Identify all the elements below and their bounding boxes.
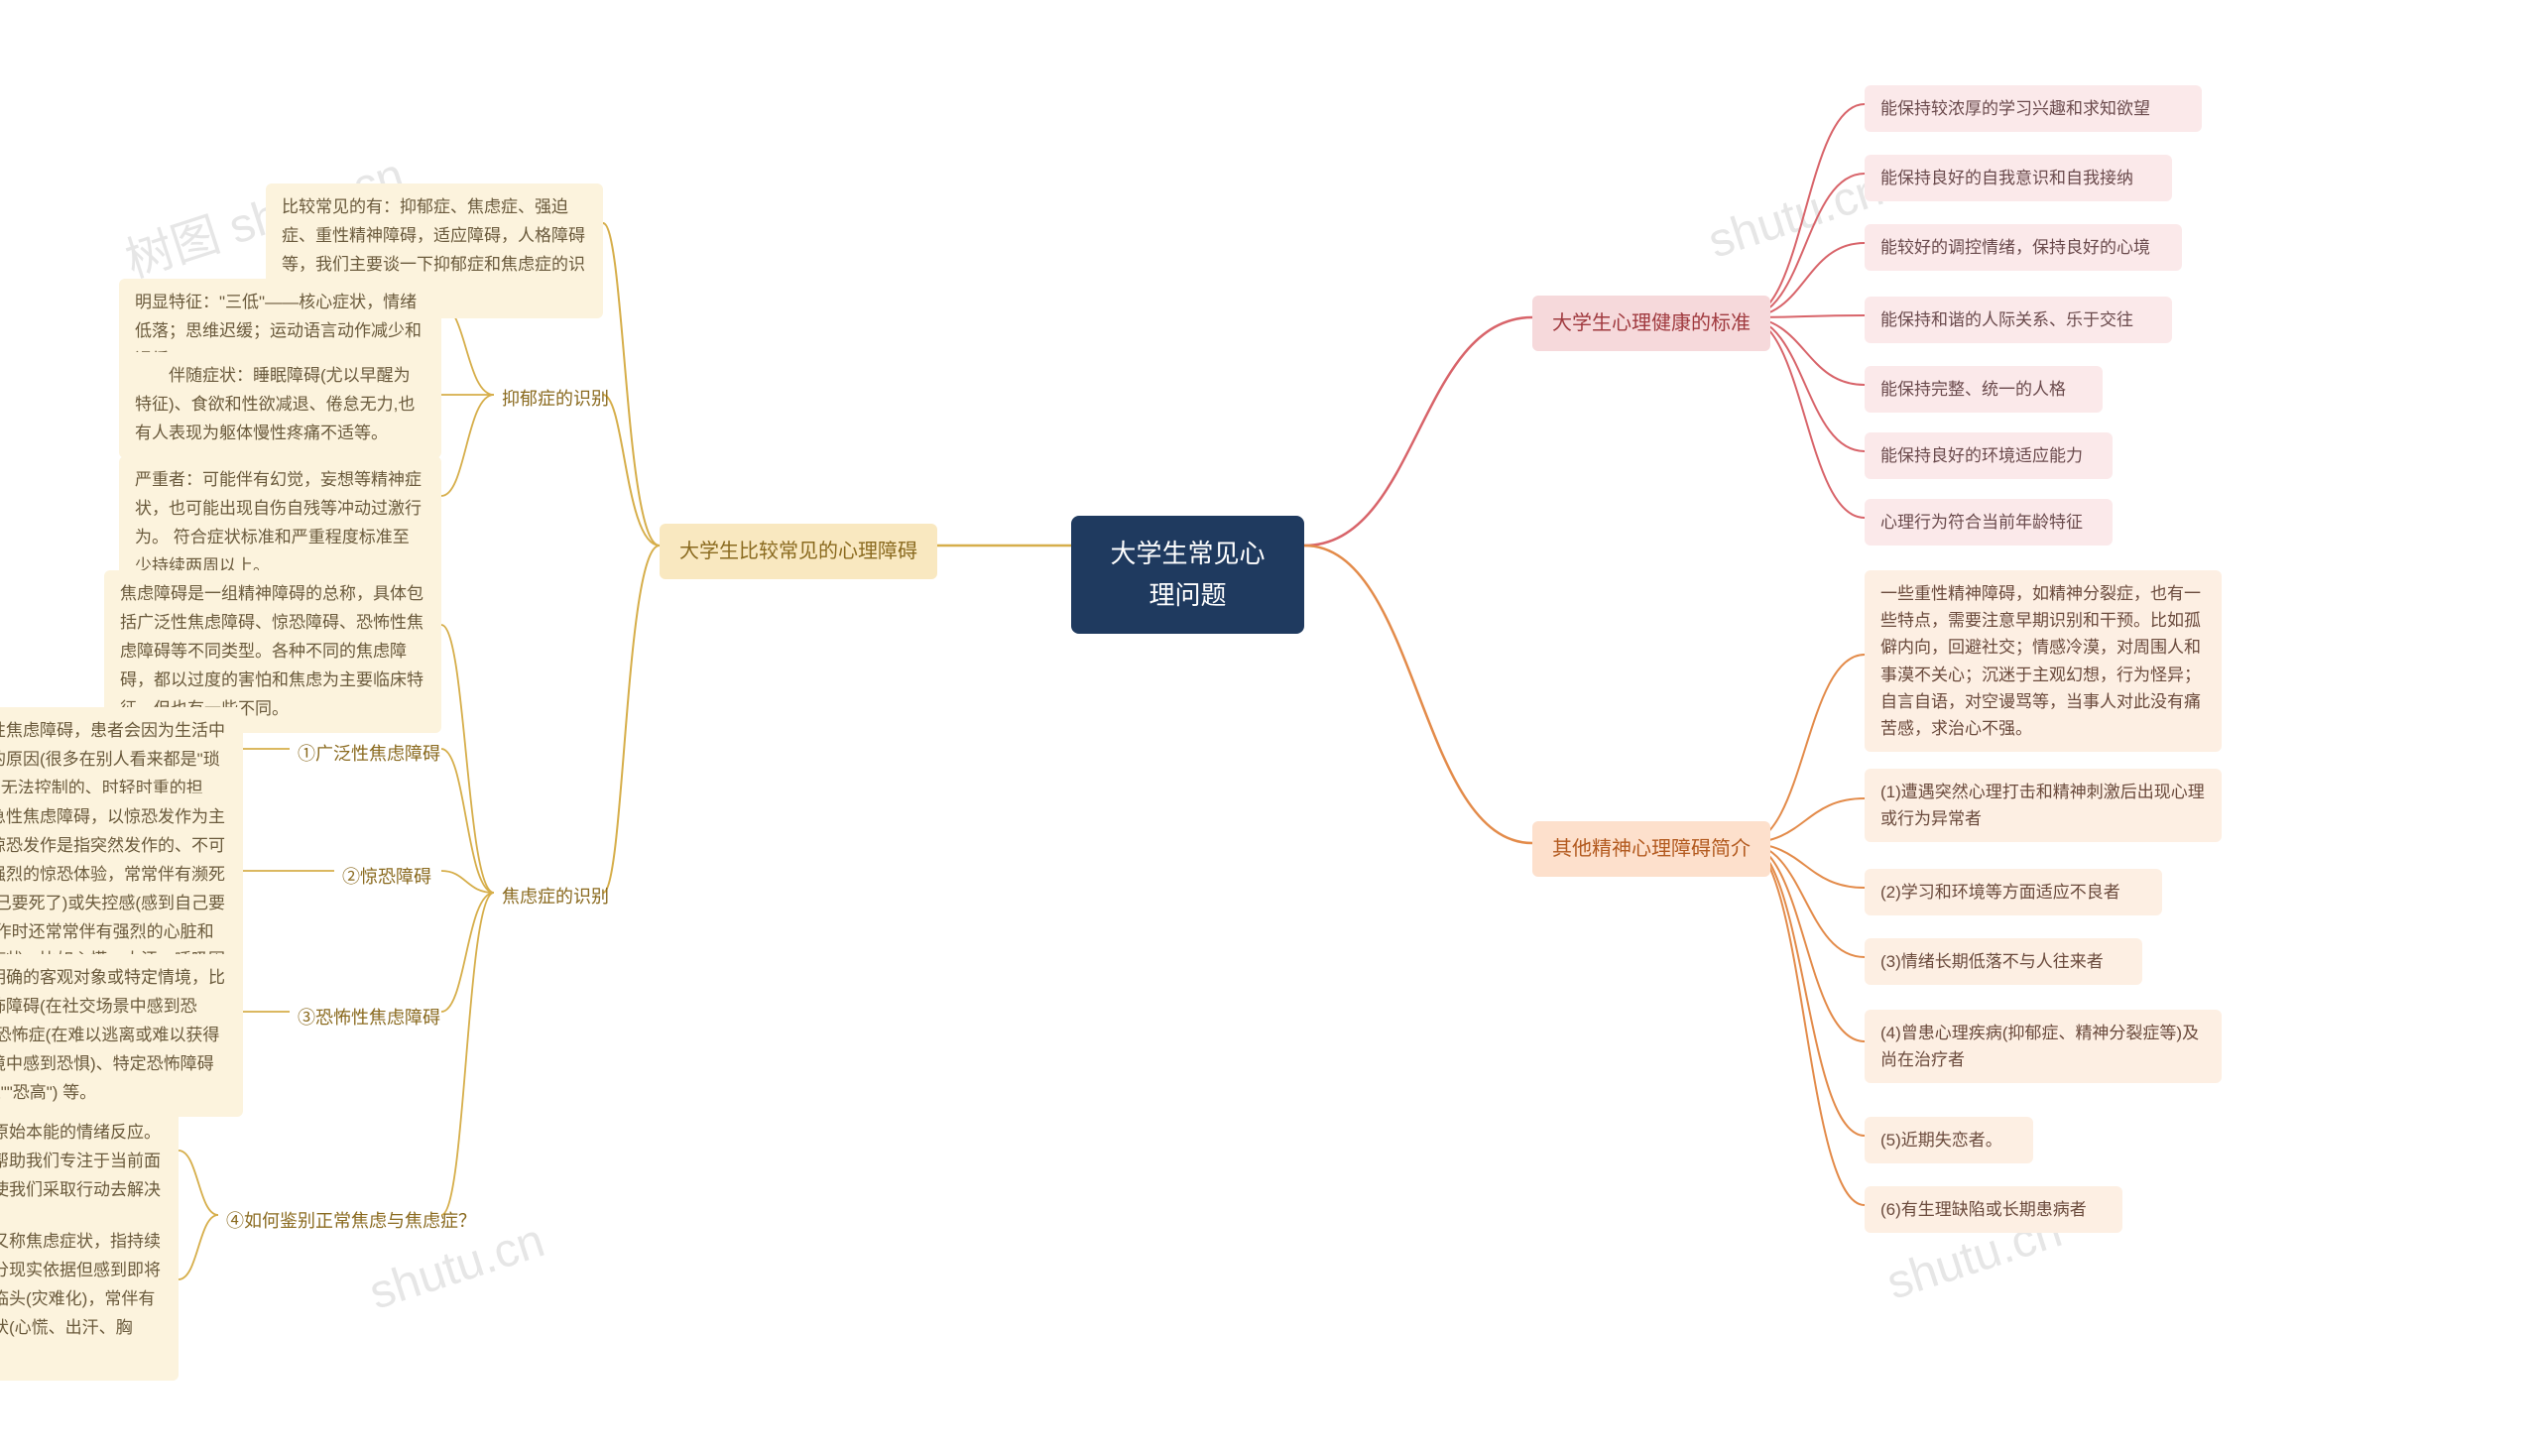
leaf-other-1: (2)学习和环境等方面适应不良者 [1865,869,2162,915]
sub-anxiety[interactable]: 焦虑症的识别 [494,879,617,915]
leaf-health-5: 能保持良好的环境适应能力 [1865,432,2113,479]
leaf-other-0: (1)遭遇突然心理打击和精神刺激后出现心理或行为异常者 [1865,769,2222,842]
sub-depression[interactable]: 抑郁症的识别 [494,381,617,418]
leaf-other-5: (6)有生理缺陷或长期患病者 [1865,1186,2122,1233]
leaf-other-intro: 一些重性精神障碍，如精神分裂症，也有一些特点，需要注意早期识别和干预。比如孤僻内… [1865,570,2222,752]
leaf-phobia: 焦虑指向明确的客观对象或特定情境，比如社交恐怖障碍(在社交场景中感到恐怖)、广场… [0,954,243,1117]
watermark: shutu.cn [1702,162,1890,269]
branch-common[interactable]: 大学生比较常见的心理障碍 [660,524,937,579]
leaf-dep-1: 伴随症状：睡眠障碍(尤以早醒为特征)、食欲和性欲减退、倦怠无力,也有人表现为躯体… [119,352,441,458]
branch-health[interactable]: 大学生心理健康的标准 [1532,296,1770,351]
leaf-other-3: (4)曾患心理疾病(抑郁症、精神分裂症等)及尚在治疗者 [1865,1010,2222,1083]
leaf-health-3: 能保持和谐的人际关系、乐于交往 [1865,297,2172,343]
leaf-health-4: 能保持完整、统一的人格 [1865,366,2103,413]
leaf-other-2: (3)情绪长期低落不与人往来者 [1865,938,2142,985]
sub-phobia[interactable]: ③恐怖性焦虑障碍 [290,1000,448,1036]
leaf-health-6: 心理行为符合当前年龄特征 [1865,499,2113,546]
sub-panic[interactable]: ②惊恐障碍 [334,859,439,896]
leaf-other-4: (5)近期失恋者。 [1865,1117,2033,1163]
branch-other[interactable]: 其他精神心理障碍简介 [1532,821,1770,877]
root-node[interactable]: 大学生常见心理问题 [1071,516,1304,634]
sub-diff[interactable]: ④如何鉴别正常焦虑与焦虑症？ [218,1203,484,1240]
leaf-diff-path: 病理性焦虑，临床又称焦虑症状，指持续的紧张不安，无充分现实依据但感到即将要遭到威… [0,1218,179,1381]
leaf-health-2: 能较好的调控情绪，保持良好的心境 [1865,224,2182,271]
leaf-health-0: 能保持较浓厚的学习兴趣和求知欲望 [1865,85,2202,132]
sub-gad[interactable]: ①广泛性焦虑障碍 [290,736,448,773]
leaf-health-1: 能保持良好的自我意识和自我接纳 [1865,155,2172,201]
